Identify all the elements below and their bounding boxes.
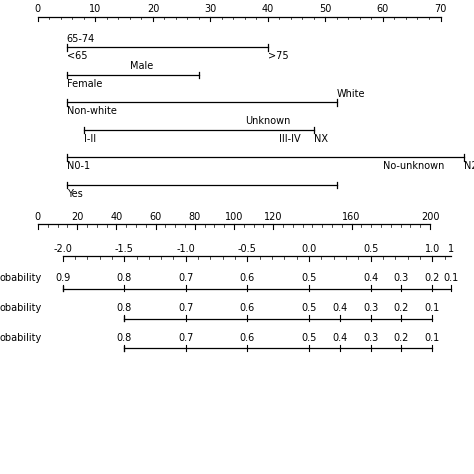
Text: 160: 160 [342, 212, 361, 222]
Text: 1: 1 [448, 244, 454, 254]
Text: 0.5: 0.5 [301, 333, 317, 343]
Text: N0-1: N0-1 [67, 161, 90, 171]
Text: 200: 200 [421, 212, 439, 222]
Text: -0.5: -0.5 [238, 244, 257, 254]
Text: III-IV: III-IV [280, 134, 301, 144]
Text: 40: 40 [110, 212, 122, 222]
Text: 0.5: 0.5 [301, 303, 317, 313]
Text: 0.2: 0.2 [394, 333, 409, 343]
Text: No-unknown: No-unknown [383, 161, 444, 171]
Text: -1.0: -1.0 [176, 244, 195, 254]
Text: 0.8: 0.8 [117, 303, 132, 313]
Text: Male: Male [130, 61, 153, 71]
Text: 0: 0 [35, 4, 41, 14]
Text: 0.3: 0.3 [363, 303, 378, 313]
Text: 60: 60 [377, 4, 389, 14]
Text: 0.2: 0.2 [425, 273, 440, 283]
Text: obability: obability [0, 273, 42, 283]
Text: 0.8: 0.8 [117, 333, 132, 343]
Text: 0.0: 0.0 [301, 244, 317, 254]
Text: White: White [337, 89, 365, 99]
Text: 30: 30 [204, 4, 217, 14]
Text: 0.7: 0.7 [178, 333, 193, 343]
Text: Female: Female [67, 79, 102, 89]
Text: 120: 120 [264, 212, 283, 222]
Text: 0.2: 0.2 [394, 303, 409, 313]
Text: 0.5: 0.5 [363, 244, 378, 254]
Text: 0.3: 0.3 [363, 333, 378, 343]
Text: 60: 60 [149, 212, 162, 222]
Text: 80: 80 [189, 212, 201, 222]
Text: 10: 10 [89, 4, 101, 14]
Text: 0.1: 0.1 [425, 303, 440, 313]
Text: -1.5: -1.5 [115, 244, 134, 254]
Text: 0.4: 0.4 [363, 273, 378, 283]
Text: 50: 50 [319, 4, 332, 14]
Text: 0.6: 0.6 [240, 333, 255, 343]
Text: 40: 40 [262, 4, 274, 14]
Text: N2: N2 [464, 161, 474, 171]
Text: 0.7: 0.7 [178, 303, 193, 313]
Text: 0.1: 0.1 [443, 273, 458, 283]
Text: I-II: I-II [84, 134, 96, 144]
Text: obability: obability [0, 333, 42, 343]
Text: 0.3: 0.3 [394, 273, 409, 283]
Text: <65: <65 [67, 51, 87, 61]
Text: Yes: Yes [67, 189, 82, 199]
Text: 0.6: 0.6 [240, 273, 255, 283]
Text: 20: 20 [71, 212, 83, 222]
Text: 65-74: 65-74 [67, 34, 95, 44]
Text: 0.7: 0.7 [178, 273, 193, 283]
Text: 70: 70 [434, 4, 447, 14]
Text: 0.5: 0.5 [301, 273, 317, 283]
Text: -2.0: -2.0 [53, 244, 72, 254]
Text: Non-white: Non-white [67, 106, 117, 116]
Text: 0.9: 0.9 [55, 273, 70, 283]
Text: 0.4: 0.4 [332, 303, 347, 313]
Text: 0.4: 0.4 [332, 333, 347, 343]
Text: 0.8: 0.8 [117, 273, 132, 283]
Text: >75: >75 [268, 51, 289, 61]
Text: NX: NX [314, 134, 328, 144]
Text: Unknown: Unknown [245, 116, 291, 126]
Text: 0.6: 0.6 [240, 303, 255, 313]
Text: 20: 20 [147, 4, 159, 14]
Text: 0: 0 [35, 212, 41, 222]
Text: 1.0: 1.0 [425, 244, 440, 254]
Text: 0.1: 0.1 [425, 333, 440, 343]
Text: obability: obability [0, 303, 42, 313]
Text: 100: 100 [225, 212, 243, 222]
